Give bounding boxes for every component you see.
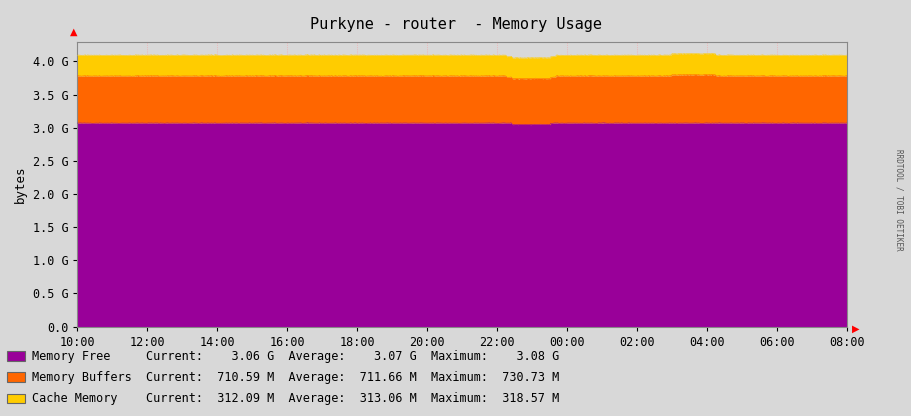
Text: Cache Memory    Current:  312.09 M  Average:  313.06 M  Maximum:  318.57 M: Cache Memory Current: 312.09 M Average: … [32,392,559,405]
Y-axis label: bytes: bytes [15,165,27,203]
Text: Purkyne - router  - Memory Usage: Purkyne - router - Memory Usage [310,17,601,32]
Bar [6,394,26,404]
Bar [6,351,26,361]
Text: Memory Buffers  Current:  710.59 M  Average:  711.66 M  Maximum:  730.73 M: Memory Buffers Current: 710.59 M Average… [32,371,559,384]
Text: Memory Free     Current:    3.06 G  Average:    3.07 G  Maximum:    3.08 G: Memory Free Current: 3.06 G Average: 3.0… [32,349,559,363]
Bar [6,372,26,382]
Text: ▶: ▶ [852,324,859,334]
Text: ▲: ▲ [70,27,77,37]
Text: RRDTOOL / TOBI OETIKER: RRDTOOL / TOBI OETIKER [895,149,904,250]
